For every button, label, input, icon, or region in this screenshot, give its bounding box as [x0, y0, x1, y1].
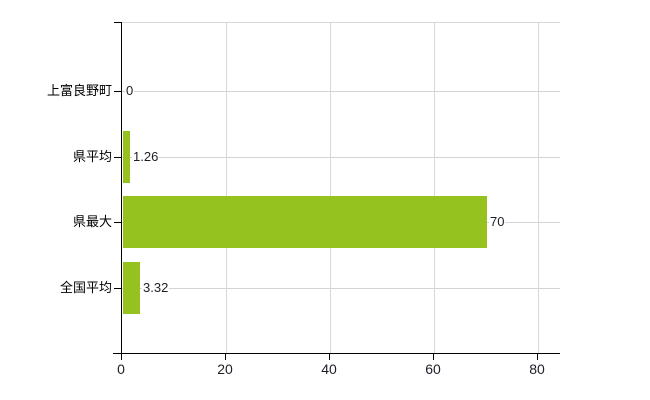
value-label: 1.26 [132, 149, 160, 165]
x-axis-tick [225, 354, 226, 360]
category-label: 上富良野町 [46, 83, 112, 98]
y-axis-tick [114, 288, 122, 289]
x-tick-label: 20 [217, 361, 233, 377]
x-tick-label: 40 [321, 361, 337, 377]
x-axis-tick [121, 354, 122, 360]
horizontal-gridline [122, 157, 560, 158]
vertical-gridline [434, 22, 435, 353]
plot-top-border [122, 22, 560, 23]
vertical-gridline [226, 22, 227, 353]
vertical-gridline [538, 22, 539, 353]
value-label: 3.32 [142, 280, 170, 296]
horizontal-gridline [122, 91, 560, 92]
x-axis-tick [537, 354, 538, 360]
x-axis-line [113, 353, 560, 354]
x-axis-tick [433, 354, 434, 360]
y-axis-tick [114, 91, 122, 92]
category-label: 県最大 [72, 214, 112, 229]
y-axis-top-tick [114, 22, 122, 23]
category-label: 県平均 [72, 149, 112, 164]
horizontal-gridline [122, 288, 560, 289]
vertical-gridline [330, 22, 331, 353]
x-axis-tick [329, 354, 330, 360]
x-tick-label: 60 [425, 361, 441, 377]
bar [123, 262, 140, 314]
value-label: 70 [489, 214, 506, 230]
value-label: 0 [125, 83, 135, 99]
bar [123, 196, 487, 248]
bar [123, 131, 130, 183]
y-axis-line [121, 22, 122, 353]
category-label: 全国平均 [59, 280, 112, 295]
x-tick-label: 80 [529, 361, 545, 377]
y-axis-tick [114, 222, 122, 223]
x-tick-label: 0 [117, 361, 125, 377]
y-axis-tick [114, 157, 122, 158]
